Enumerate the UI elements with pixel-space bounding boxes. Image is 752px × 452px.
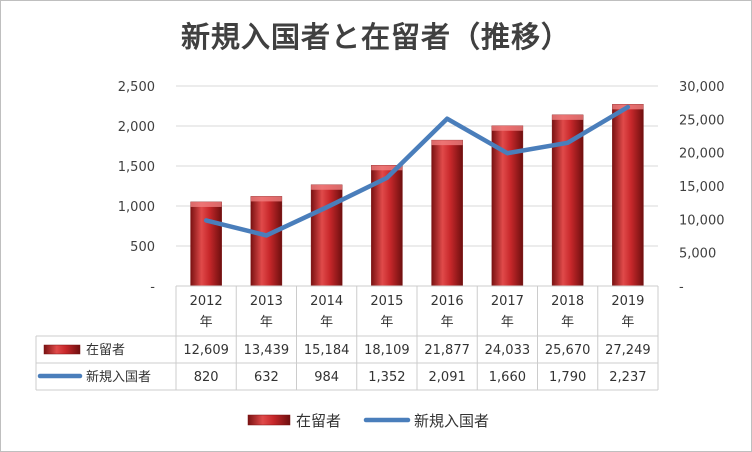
left-axis-tick-label: 2,500: [118, 80, 155, 95]
left-axis-tick-label: 500: [130, 240, 155, 255]
right-axis-tick-label: 10,000: [679, 213, 725, 228]
table-cell-value: 15,184: [304, 343, 350, 358]
table-cell-value: 1,352: [368, 370, 405, 385]
table-cell-value: 2,237: [609, 370, 646, 385]
right-axis-tick-label: 25,000: [679, 113, 725, 128]
bar: [612, 104, 644, 287]
bar-cap: [190, 201, 222, 207]
table-cell-value: 1,660: [489, 370, 526, 385]
category-label: 2013 年: [250, 294, 283, 330]
bar-cap: [431, 140, 463, 146]
table-cell-value: 820: [194, 370, 219, 385]
category-label: 2016 年: [431, 294, 464, 330]
left-axis-tick-label: -: [150, 280, 155, 295]
table-cell-value: 27,249: [605, 343, 651, 358]
right-axis-tick-label: 15,000: [679, 180, 725, 195]
right-axis-tick-label: 30,000: [679, 80, 725, 95]
table-row-header: 在留者: [86, 343, 125, 358]
legend-label: 在留者: [296, 412, 341, 430]
right-axis-tick-label: 5,000: [679, 247, 716, 262]
left-axis-tick-label: 2,000: [118, 120, 155, 135]
category-label: 2018 年: [551, 294, 584, 330]
category-label: 2019 年: [611, 294, 644, 330]
line-series-path: [203, 104, 631, 238]
left-axis-tick-label: 1,000: [118, 200, 155, 215]
table-cell-value: 25,670: [545, 343, 591, 358]
category-label: 2017 年: [491, 294, 524, 330]
bar: [431, 139, 463, 287]
table-cell-value: 632: [254, 370, 279, 385]
category-label: 2015 年: [370, 294, 403, 330]
legend-swatch-bar: [247, 414, 291, 426]
table-cell-value: 13,439: [244, 343, 290, 358]
table-cell-value: 18,109: [364, 343, 410, 358]
table-row-header: 新規入国者: [86, 369, 151, 385]
chart-title: 新規入国者と在留者（推移）: [180, 20, 571, 54]
right-axis-tick-label: -: [679, 280, 684, 295]
legend-label: 新規入国者: [414, 412, 489, 430]
table-cell-value: 2,091: [429, 370, 466, 385]
table-cell-value: 24,033: [485, 343, 531, 358]
bar-cap: [250, 196, 282, 202]
table-key-bar: [43, 344, 81, 355]
table-cell-value: 984: [314, 370, 339, 385]
bar-cap: [311, 184, 343, 190]
table-cell-value: 21,877: [424, 343, 470, 358]
left-axis-tick-label: 1,500: [118, 160, 155, 175]
right-axis-tick-label: 20,000: [679, 147, 725, 162]
bar: [190, 201, 222, 287]
category-label: 2012 年: [190, 294, 223, 330]
category-label: 2014 年: [310, 294, 343, 330]
bar-cap: [552, 114, 584, 120]
table-cell-value: 12,609: [183, 343, 229, 358]
bar: [250, 196, 283, 287]
bar-cap: [371, 165, 403, 171]
table-cell-value: 1,790: [549, 370, 586, 385]
bar-cap: [491, 125, 523, 131]
